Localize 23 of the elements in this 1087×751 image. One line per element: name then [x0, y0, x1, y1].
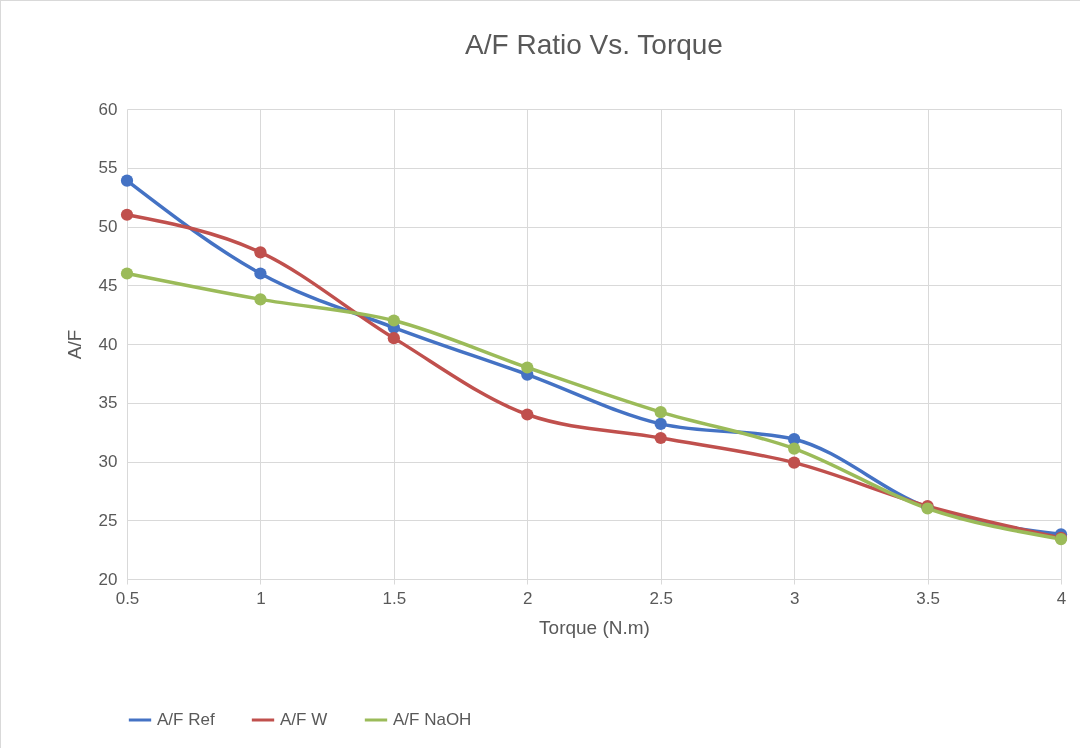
- y-axis-title: A/F: [63, 329, 85, 360]
- x-tick-label: 4: [1056, 588, 1067, 608]
- y-tick-label: 50: [98, 217, 118, 236]
- chart-title: A/F Ratio Vs. Torque: [465, 29, 723, 60]
- y-tick-label: 45: [98, 275, 118, 295]
- y-tick-label: 55: [98, 158, 118, 178]
- x-tick-label: 2: [523, 588, 533, 608]
- y-tick-label: 40: [98, 334, 118, 354]
- x-tick-label: 3: [789, 588, 800, 608]
- y-tick-label: 60: [98, 99, 118, 119]
- legend-label: A/F W: [280, 710, 328, 729]
- x-tick-label: 0.5: [115, 588, 140, 608]
- x-axis-title: Torque (N.m): [539, 616, 650, 638]
- legend-label: A/F Ref: [157, 710, 215, 729]
- y-tick-label: 35: [98, 393, 118, 413]
- y-tick-label: 20: [98, 569, 118, 589]
- legend-label: A/F NaOH: [393, 710, 472, 729]
- x-tick-label: 3.5: [916, 588, 940, 608]
- x-tick-label: 2.5: [649, 588, 674, 608]
- x-tick-label: 1: [256, 588, 266, 608]
- y-tick-label: 30: [98, 452, 118, 471]
- y-tick-label: 25: [98, 510, 118, 530]
- x-tick-label: 1.5: [382, 588, 407, 608]
